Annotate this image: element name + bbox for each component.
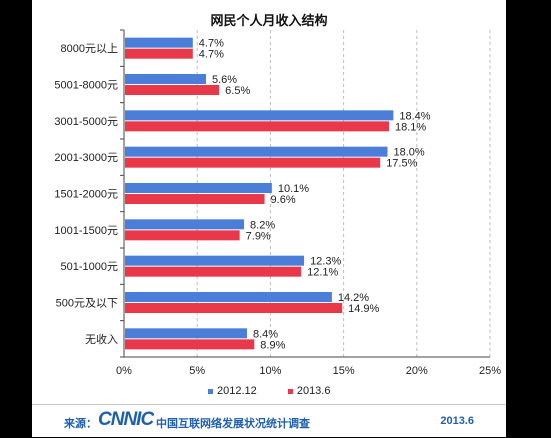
bar-chart: 0% 5% 10% 15% 20% 25% 8000元以上 4.7%4.7% 5001-8000… [54,29,501,377]
bar-2012 [125,110,394,121]
data-label: 12.3% [310,256,341,268]
y-category-label: 1001-1500元 [54,225,118,237]
data-label: 17.5% [386,158,417,170]
data-label: 4.7% [199,38,224,50]
bar-2012 [125,292,332,302]
bar-2012 [125,37,193,48]
bar-2012 [125,219,245,230]
bar-2012 [125,255,305,266]
source-date: 2013.6 [440,415,474,427]
chart-title: 网民个人月收入结构 [210,13,328,28]
y-category-label: 1501-2000元 [54,189,118,201]
data-label: 12.1% [307,267,338,279]
legend-swatch [287,388,293,394]
bar-2012 [125,74,206,84]
footer: 来源： CNNIC 中国互联网络发展状况统计调查 2013.6 [32,404,506,438]
source-org: 中国互联网络发展状况统计调查 [156,418,310,430]
data-label: 8.9% [260,339,285,351]
data-label: 18.0% [394,147,425,159]
bar-2012 [125,328,247,339]
bar-2013 [125,85,220,95]
data-label: 8.2% [250,219,275,231]
bar-2013 [125,157,381,168]
y-category-label: 2001-3000元 [54,152,118,164]
bar-2013 [125,48,193,59]
bar-2013 [125,194,265,204]
bar-2013 [125,303,343,313]
data-label: 4.7% [199,49,224,61]
x-tick-label: 0% [116,365,132,377]
y-category-label: 无收入 [85,332,118,346]
data-label: 5.6% [212,74,237,86]
y-category-label: 3001-5000元 [54,116,118,128]
data-label: 14.9% [348,303,379,315]
legend-swatch [208,388,213,394]
x-tick-label: 10% [259,365,281,377]
y-category-label: 5001-8000元 [54,80,118,92]
data-label: 8.4% [253,328,278,340]
legend: 2012.12 2013.6 [208,385,358,397]
legend-item-2012: 2012.12 [208,385,257,397]
data-label: 14.2% [338,292,369,304]
cnnic-logo: CNNIC [98,409,154,430]
x-tick-label: 15% [333,365,355,377]
bar-2013 [125,230,240,241]
y-category-label: 500元及以下 [56,298,118,310]
x-tick-label: 5% [189,365,205,377]
chart-card: 网民个人月收入结构 0% 5% 10% 15% 20% 25% 8000元以上 4.7% 4.7… [32,0,506,437]
data-label: 6.5% [225,85,250,97]
x-tick-label: 25% [479,365,501,377]
data-label: 10.1% [278,183,309,195]
bar-2013 [125,339,255,350]
data-label: 9.6% [271,194,296,206]
y-category-label: 501-1000元 [61,261,119,273]
data-label: 18.4% [399,110,430,122]
bar-2013 [125,121,389,132]
legend-label: 2013.6 [296,385,331,397]
y-category-label: 8000元以上 [61,42,118,55]
data-label: 18.1% [395,121,426,133]
source-label: 来源： [64,418,97,430]
bar-2013 [125,266,302,277]
legend-label: 2012.12 [217,385,257,397]
data-label: 7.9% [246,230,271,242]
bar-2012 [125,183,272,193]
legend-item-2013: 2013.6 [287,385,331,397]
bar-2012 [125,146,388,157]
x-tick-label: 20% [406,365,428,377]
